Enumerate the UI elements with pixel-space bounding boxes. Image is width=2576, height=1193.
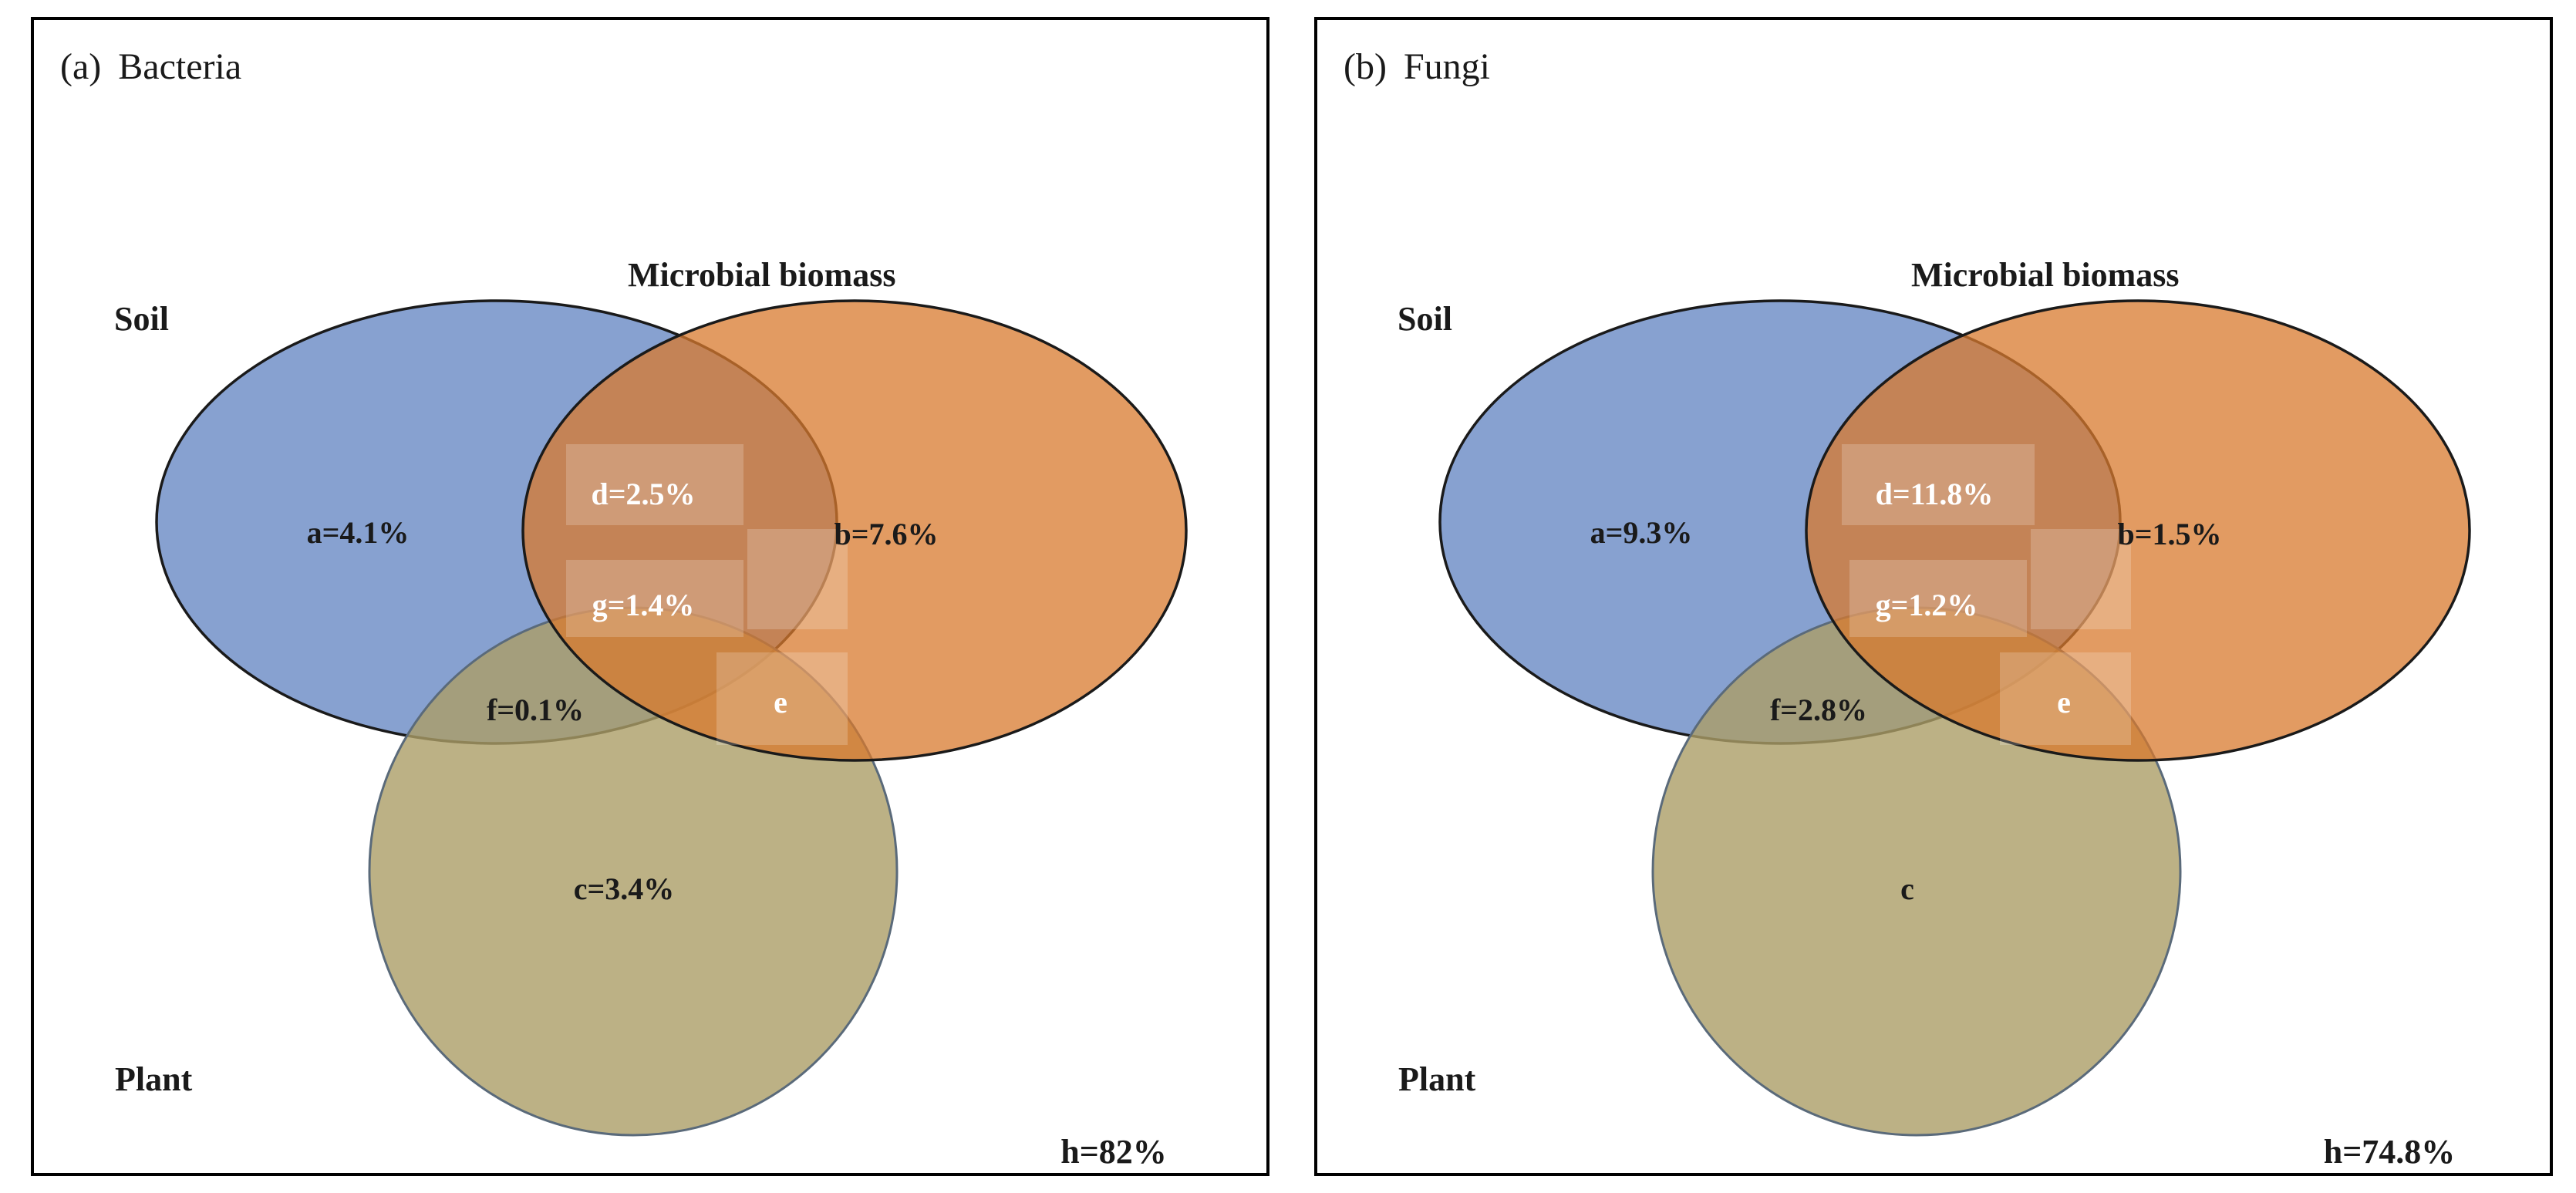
highlight-box-d <box>566 444 743 525</box>
region-c-label: c <box>1900 871 1914 906</box>
region-e-label: e <box>774 685 787 720</box>
highlight-box-mid <box>747 529 848 629</box>
region-d-label: d=11.8% <box>1876 477 1994 511</box>
region-g-label: g=1.2% <box>1876 588 1978 622</box>
microbial-label: Microbial biomass <box>628 256 896 294</box>
region-b-label: b=7.6% <box>834 517 938 551</box>
soil-label: Soil <box>114 300 169 338</box>
panel-fungi: (b) Fungi Soil Microbial biomass Plant a=… <box>1314 17 2553 1176</box>
highlight-box-e <box>716 652 848 745</box>
venn-bacteria: (a) Bacteria Soil Microbial biomass Plant… <box>60 46 1188 1171</box>
panel-name: Bacteria <box>118 46 241 87</box>
region-g-label: g=1.4% <box>592 588 695 622</box>
soil-label: Soil <box>1398 300 1452 338</box>
region-d-label: d=2.5% <box>591 477 695 511</box>
panel-name: Fungi <box>1404 46 1490 87</box>
highlight-box-d <box>1842 444 2035 525</box>
region-f-label: f=0.1% <box>487 693 584 727</box>
panel-bacteria: (a) Bacteria Soil Microbial biomass Plant… <box>31 17 1269 1176</box>
highlight-box-e <box>2000 652 2131 745</box>
region-e-label: e <box>2057 685 2071 720</box>
region-h-label: h=74.8% <box>2324 1133 2456 1171</box>
highlight-box-mid <box>2031 529 2131 629</box>
region-b-label: b=1.5% <box>2117 517 2221 551</box>
region-h-label: h=82% <box>1060 1133 1167 1171</box>
panel-letter: (b) <box>1344 46 1387 87</box>
microbial-ellipse <box>1805 299 2471 762</box>
venn-fungi: (b) Fungi Soil Microbial biomass Plant a=… <box>1344 46 2471 1171</box>
panel-letter: (a) <box>60 46 101 87</box>
region-c-label: c=3.4% <box>574 871 675 906</box>
panel-title: (b) Fungi <box>1344 46 1490 87</box>
region-f-label: f=2.8% <box>1770 693 1867 727</box>
region-a-label: a=4.1% <box>307 515 410 550</box>
highlight-box-g <box>1849 560 2027 637</box>
panel-title: (a) Bacteria <box>60 46 241 87</box>
highlight-box-g <box>566 560 743 637</box>
region-a-label: a=9.3% <box>1590 515 1693 550</box>
microbial-ellipse <box>521 299 1188 762</box>
microbial-label: Microbial biomass <box>1911 256 2180 294</box>
plant-label: Plant <box>1398 1060 1476 1098</box>
plant-label: Plant <box>115 1060 193 1098</box>
